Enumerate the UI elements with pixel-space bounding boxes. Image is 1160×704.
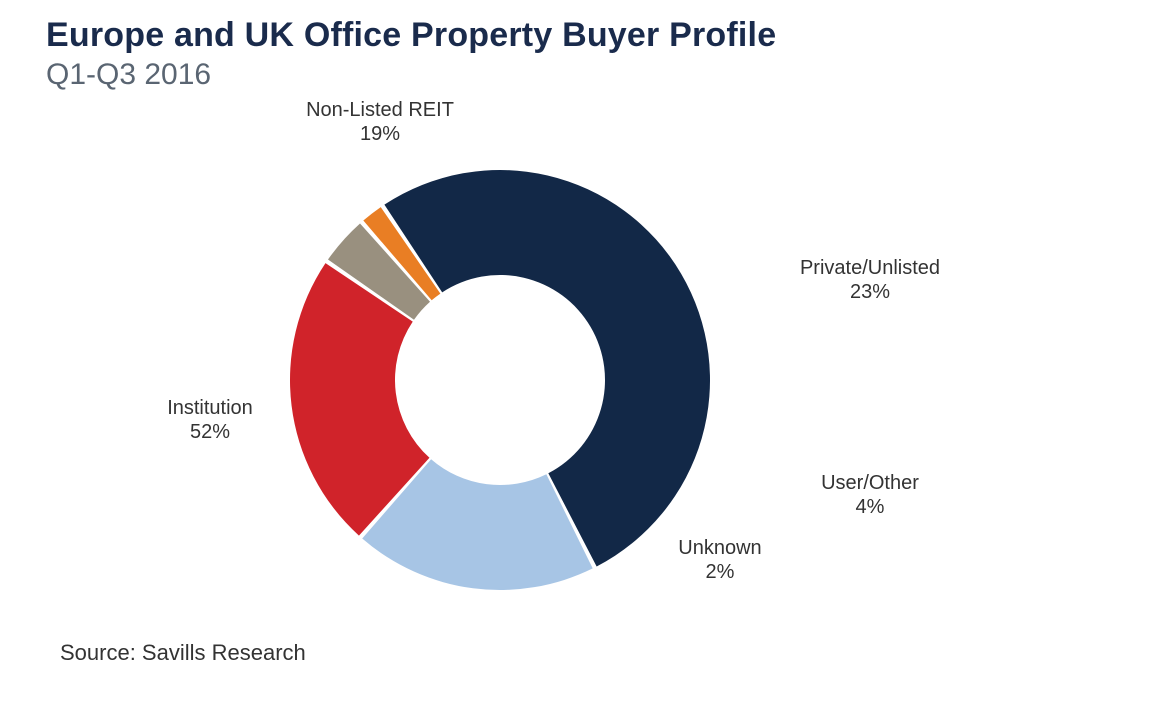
slice-label-nonlisted: Non-Listed REIT19%	[306, 98, 454, 146]
slice-label-unknown: Unknown2%	[678, 536, 761, 584]
slice-label-name: Non-Listed REIT	[306, 98, 454, 122]
source-attribution: Source: Savills Research	[60, 640, 306, 666]
donut-chart-svg	[0, 0, 1160, 704]
slice-label-userother: User/Other4%	[821, 471, 919, 519]
slice-label-name: Private/Unlisted	[800, 256, 940, 280]
slice-label-percent: 2%	[678, 560, 761, 584]
slice-label-percent: 52%	[167, 420, 253, 444]
slice-label-percent: 19%	[306, 122, 454, 146]
slice-label-institution: Institution52%	[167, 396, 253, 444]
donut-chart: Institution52% Non-Listed REIT19% Private/…	[0, 0, 1160, 704]
slice-label-name: User/Other	[821, 471, 919, 495]
page: Europe and UK Office Property Buyer Prof…	[0, 0, 1160, 704]
slice-label-percent: 4%	[821, 495, 919, 519]
slice-label-percent: 23%	[800, 280, 940, 304]
slice-label-name: Institution	[167, 396, 253, 420]
slice-label-private: Private/Unlisted23%	[800, 256, 940, 304]
slice-label-name: Unknown	[678, 536, 761, 560]
